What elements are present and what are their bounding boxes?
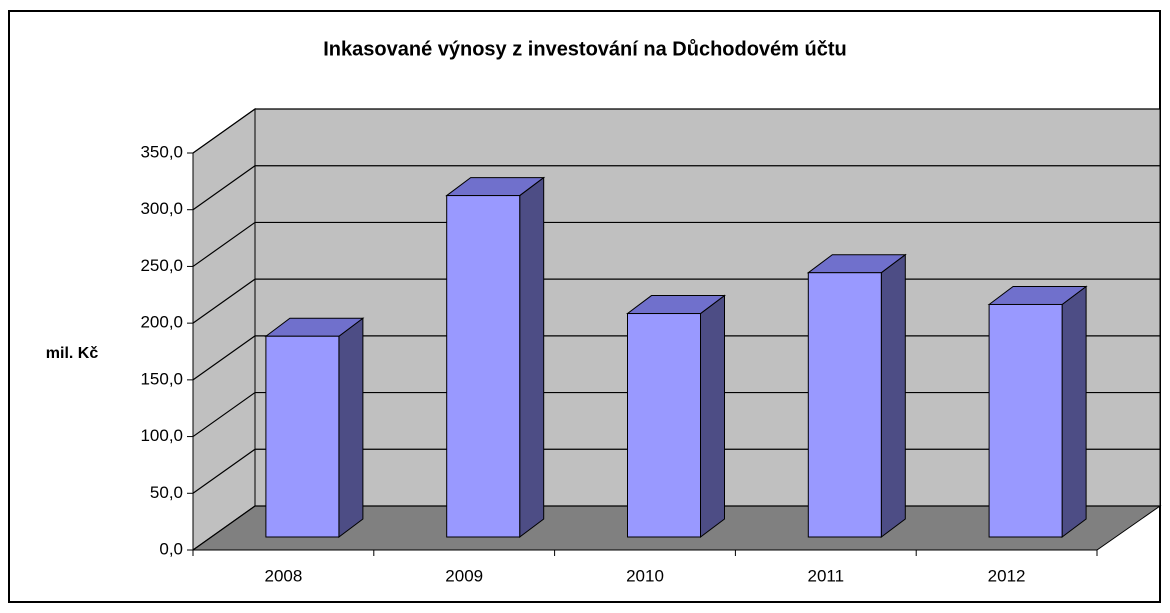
y-tick-label: 0,0 [159,539,183,558]
x-tick-label: 2011 [808,566,845,585]
grid-line [192,108,1160,154]
x-tick-label: 2010 [626,566,664,585]
bar [988,303,1063,538]
bar [627,313,701,538]
grid-line [192,221,1160,267]
x-tick-label: 2009 [445,566,483,585]
y-tick-label: 300,0 [140,199,183,218]
bar [265,335,340,538]
bar-side [700,294,725,538]
y-tick-label: 250,0 [140,256,183,275]
y-tick-label: 100,0 [140,426,183,445]
x-tick-label: 2008 [264,566,302,585]
bar-side [1061,285,1087,538]
bar-side [519,176,545,538]
side-wall [192,108,256,551]
bar [446,195,521,538]
y-tick-label: 150,0 [140,369,183,388]
grid-line [192,165,1160,211]
y-tick-label: 200,0 [140,313,183,332]
bar-side [880,253,906,538]
y-axis-title: mil. Kč [46,345,99,362]
chart-title: Inkasované výnosy z investování na Důcho… [323,38,847,60]
y-tick-label: 50,0 [150,483,183,502]
y-tick-label: 350,0 [140,142,183,161]
bar-side [338,317,364,538]
bar [807,272,882,538]
x-tick-label: 2012 [988,566,1026,585]
